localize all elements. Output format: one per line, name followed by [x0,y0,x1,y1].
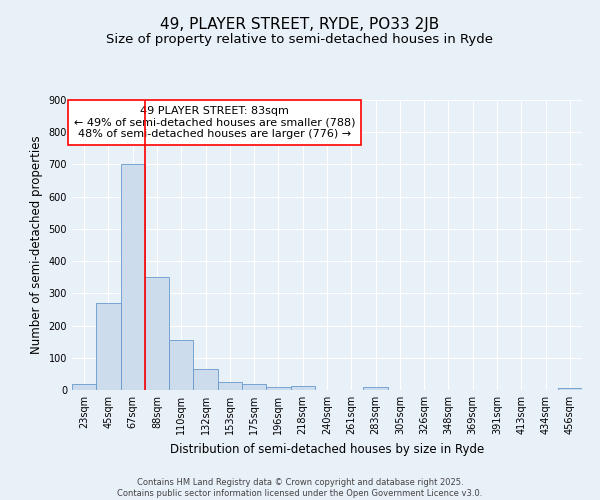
Bar [266,387,290,390]
Y-axis label: Number of semi-detached properties: Number of semi-detached properties [30,136,43,354]
Bar [169,340,193,390]
Bar [121,164,145,390]
Bar [145,277,169,390]
Text: 49 PLAYER STREET: 83sqm
← 49% of semi-detached houses are smaller (788)
48% of s: 49 PLAYER STREET: 83sqm ← 49% of semi-de… [74,106,356,139]
Bar [72,384,96,390]
Bar [558,388,582,390]
Bar [193,369,218,390]
Bar [364,387,388,390]
X-axis label: Distribution of semi-detached houses by size in Ryde: Distribution of semi-detached houses by … [170,442,484,456]
Bar [290,386,315,390]
Text: Size of property relative to semi-detached houses in Ryde: Size of property relative to semi-detach… [107,32,493,46]
Text: Contains HM Land Registry data © Crown copyright and database right 2025.
Contai: Contains HM Land Registry data © Crown c… [118,478,482,498]
Bar [242,384,266,390]
Text: 49, PLAYER STREET, RYDE, PO33 2JB: 49, PLAYER STREET, RYDE, PO33 2JB [160,18,440,32]
Bar [218,382,242,390]
Bar [96,303,121,390]
